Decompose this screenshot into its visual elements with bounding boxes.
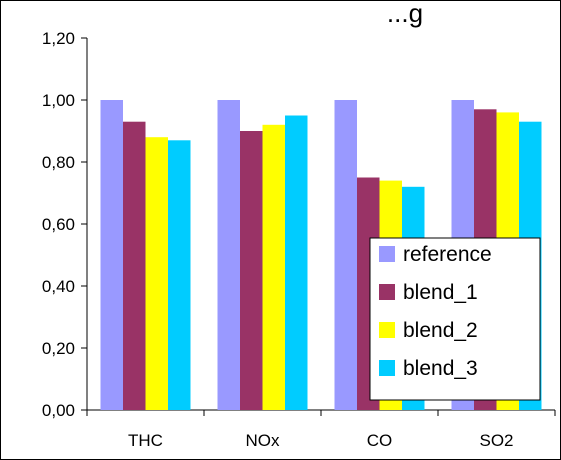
y-tick-label: 1,20	[42, 29, 75, 48]
y-tick-label: 1,00	[42, 91, 75, 110]
legend-label-blend_1: blend_1	[403, 281, 478, 304]
legend-swatch-blend_3	[379, 360, 395, 376]
legend-label-reference: reference	[403, 243, 492, 266]
x-tick-label: THC	[128, 431, 163, 450]
bar-reference-THC	[100, 100, 123, 410]
legend: reference blend_1 blend_2 blend_3	[369, 237, 541, 401]
legend-label-blend_3: blend_3	[403, 357, 478, 380]
legend-label-blend_2: blend_2	[403, 319, 478, 342]
bar-blend_2-THC	[145, 137, 168, 410]
bar-blend_3-NOx	[285, 115, 308, 410]
y-tick-label: 0,80	[42, 153, 75, 172]
y-tick-label: 0,20	[42, 339, 75, 358]
y-tick-label: 0,40	[42, 277, 75, 296]
x-tick-label: CO	[367, 431, 393, 450]
bar-blend_3-THC	[168, 140, 191, 411]
y-tick-label: 0,00	[42, 401, 75, 420]
bar-reference-NOx	[217, 100, 240, 410]
legend-swatch-blend_2	[379, 322, 395, 338]
chart-title: ...g	[387, 0, 423, 28]
bar-blend_1-NOx	[240, 131, 263, 410]
x-tick-label: SO2	[479, 431, 513, 450]
bar-blend_1-THC	[123, 121, 146, 410]
bar-blend_2-NOx	[262, 124, 285, 411]
bar-reference-CO	[334, 100, 357, 410]
legend-swatch-blend_1	[379, 284, 395, 300]
legend-swatch-reference	[379, 246, 395, 262]
y-tick-label: 0,60	[42, 215, 75, 234]
legend-box	[369, 237, 541, 401]
x-tick-label: NOx	[246, 431, 281, 450]
